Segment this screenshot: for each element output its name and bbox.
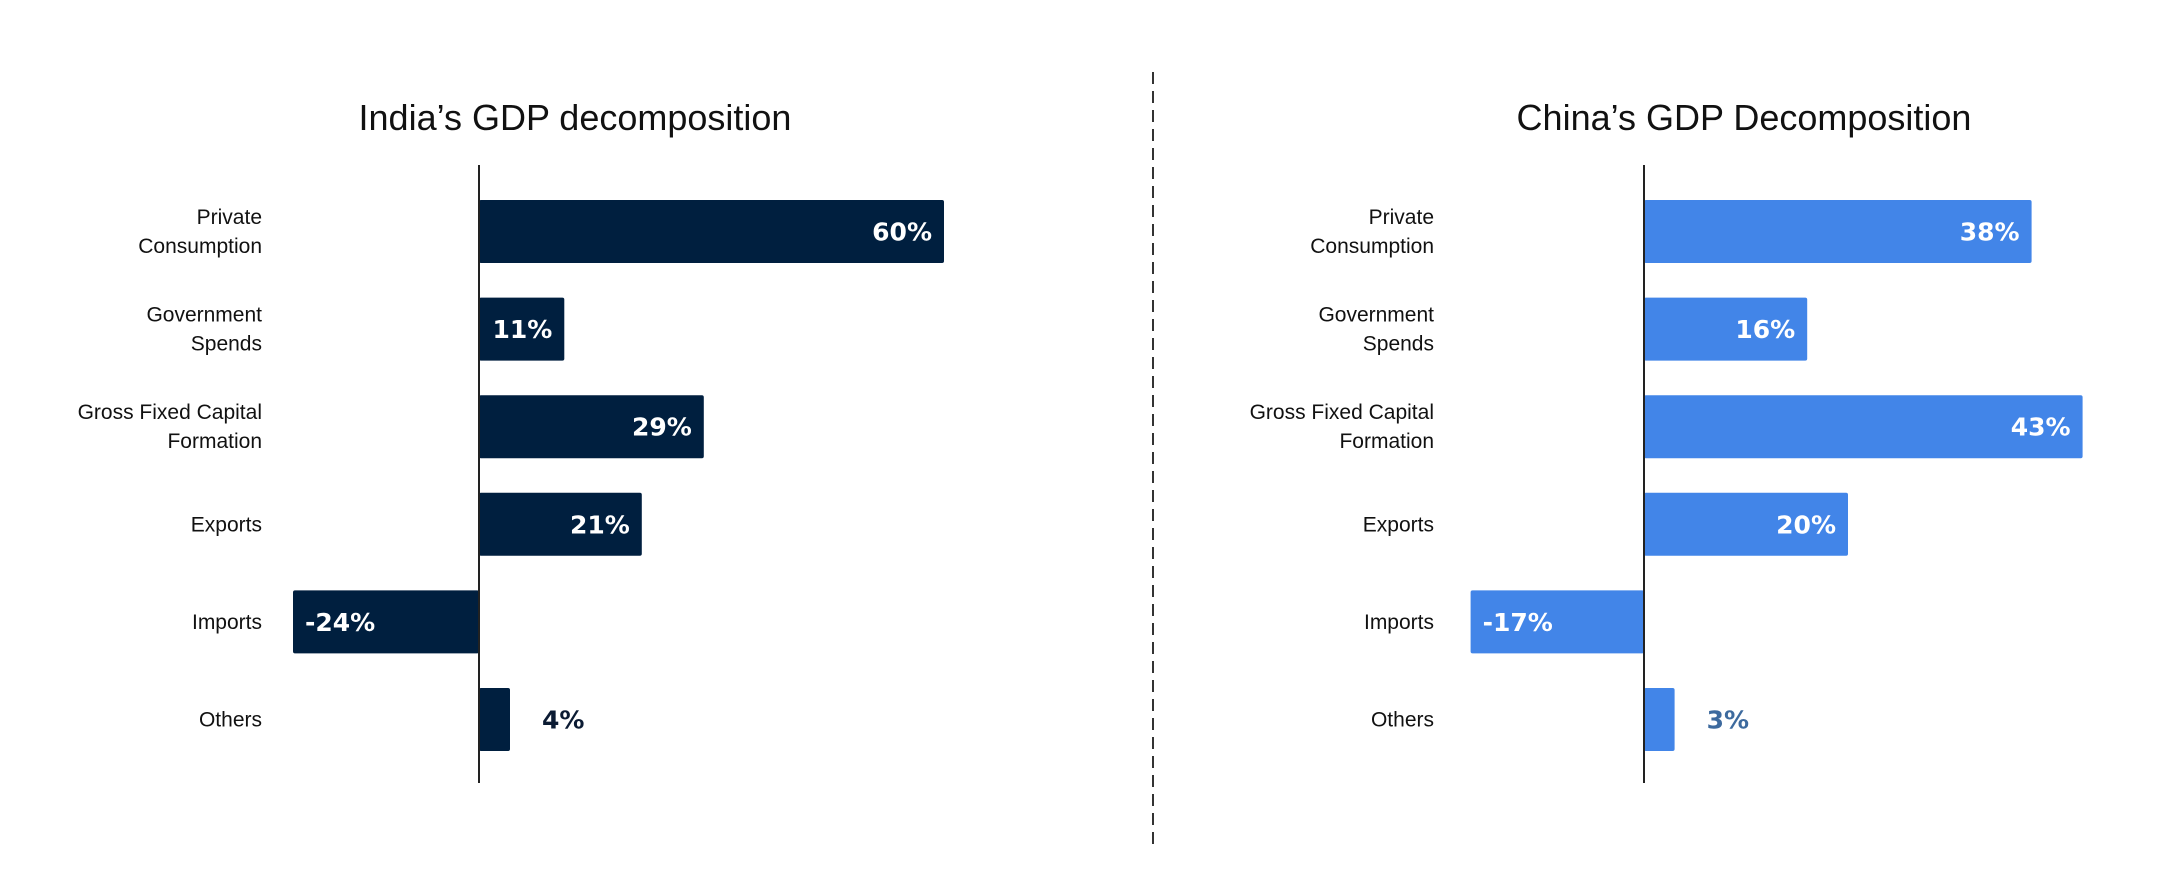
india-value-label-1: 11% [492, 315, 552, 344]
china-chart-title: China’s GDP Decomposition [1517, 97, 1972, 138]
china-value-label-3: 20% [1776, 510, 1836, 539]
india-chart-title: India’s GDP decomposition [359, 97, 792, 138]
china-bars: Private Consumption 38% Government Spends 16%… [1250, 200, 2083, 751]
china-category-label-2: Gross Fixed Capital Formation [1250, 401, 1434, 453]
india-value-label-3: 21% [570, 510, 630, 539]
china-value-label-0: 38% [1960, 218, 2020, 247]
india-bar-2 [479, 395, 704, 459]
india-value-label-0: 60% [872, 218, 932, 247]
india-category-label-5: Others [199, 709, 262, 732]
india-bar-1 [479, 297, 565, 361]
india-category-label-0: Private Consumption [138, 206, 262, 258]
china-bar-4 [1470, 590, 1644, 654]
china-chart: China’s GDP Decomposition Private Consump… [1250, 97, 2083, 783]
china-bar-1 [1644, 297, 1808, 361]
china-value-label-5: 3% [1707, 706, 1749, 735]
china-bar-5 [1644, 688, 1675, 751]
china-category-label-5: Others [1371, 709, 1434, 732]
india-bar-0 [479, 200, 944, 263]
india-bar-5 [479, 688, 510, 751]
china-category-label-4: Imports [1364, 611, 1434, 634]
india-chart: India’s GDP decomposition Private Consump… [78, 97, 944, 783]
china-category-label-3: Exports [1363, 513, 1434, 536]
india-category-label-1: Government Spends [146, 304, 262, 356]
india-bars: Private Consumption 60% Government Spends 11%… [78, 200, 944, 751]
china-value-label-2: 43% [2011, 413, 2071, 442]
china-bar-2 [1644, 395, 2083, 459]
india-value-label-5: 4% [542, 706, 584, 735]
china-bar-0 [1644, 200, 2032, 263]
india-bar-4 [293, 590, 479, 654]
india-category-label-4: Imports [192, 611, 262, 634]
india-category-label-3: Exports [191, 513, 262, 536]
india-bar-3 [479, 492, 642, 556]
china-value-label-1: 16% [1735, 315, 1795, 344]
china-category-label-0: Private Consumption [1310, 206, 1434, 258]
china-bar-3 [1644, 492, 1848, 556]
india-value-label-4: -24% [305, 608, 375, 637]
india-category-label-2: Gross Fixed Capital Formation [78, 401, 262, 453]
china-value-label-4: -17% [1483, 608, 1553, 637]
china-category-label-1: Government Spends [1318, 304, 1434, 356]
india-value-label-2: 29% [632, 413, 692, 442]
